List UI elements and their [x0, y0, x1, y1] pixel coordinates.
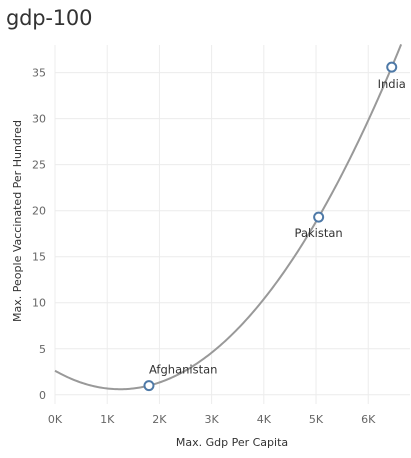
y-tick-label: 10: [32, 297, 46, 310]
y-ticks: 0 5 10 15 20 25 30 35: [32, 67, 46, 402]
chart-title: gdp-100: [6, 6, 93, 30]
x-axis-label: Max. Gdp Per Capita: [176, 436, 288, 449]
x-tick-label: 5K: [309, 413, 324, 426]
x-ticks: 0K 1K 2K 3K 4K 5K 6K: [48, 413, 376, 426]
y-tick-label: 20: [32, 205, 46, 218]
point-label: Afghanistan: [149, 363, 217, 377]
x-tick-label: 6K: [361, 413, 376, 426]
x-tick-label: 0K: [48, 413, 63, 426]
data-point: [143, 380, 155, 392]
point-label: India: [378, 77, 406, 91]
point-label: Pakistan: [295, 226, 343, 240]
y-tick-label: 35: [32, 67, 46, 80]
y-tick-label: 25: [32, 159, 46, 172]
x-tick-label: 2K: [152, 413, 167, 426]
trend-line: [54, 44, 403, 391]
gridlines: [54, 45, 410, 404]
points-layer: Afghanistan Pakistan India: [143, 61, 406, 392]
y-tick-label: 0: [39, 389, 46, 402]
y-tick-label: 15: [32, 251, 46, 264]
data-point: [313, 211, 325, 223]
trend-layer: [54, 44, 403, 391]
y-axis-label: Max. People Vaccinated Per Hundred: [11, 120, 24, 322]
y-tick-label: 5: [39, 343, 46, 356]
x-tick-label: 3K: [205, 413, 220, 426]
data-point: [386, 61, 398, 73]
y-tick-label: 30: [32, 113, 46, 126]
x-tick-label: 4K: [257, 413, 272, 426]
x-tick-label: 1K: [100, 413, 115, 426]
